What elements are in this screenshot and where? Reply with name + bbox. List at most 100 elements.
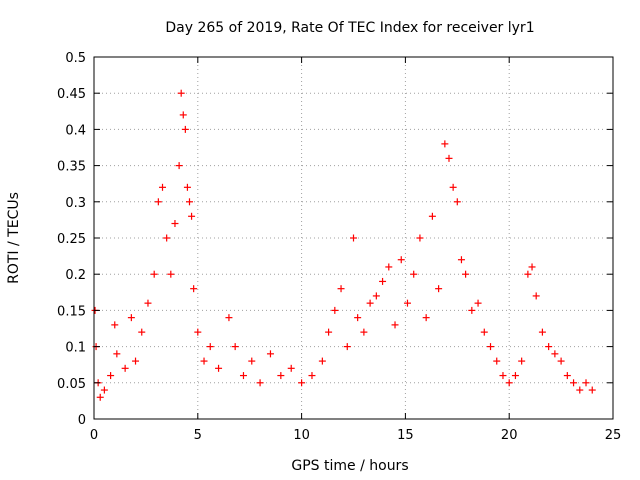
data-point (445, 154, 453, 162)
data-point (474, 299, 482, 307)
data-point (582, 379, 590, 387)
data-point (360, 328, 368, 336)
x-tick-label: 0 (90, 428, 98, 443)
data-point (171, 220, 179, 228)
data-point (121, 364, 129, 372)
data-point (435, 285, 443, 293)
data-point (397, 256, 405, 264)
data-point (100, 386, 108, 394)
data-point (570, 379, 578, 387)
data-point (318, 357, 326, 365)
y-tick-label: 0.1 (65, 341, 86, 356)
data-point (225, 314, 233, 322)
data-point (563, 372, 571, 380)
data-point (343, 343, 351, 351)
x-tick-label: 5 (194, 428, 202, 443)
data-point (177, 89, 185, 97)
data-point (551, 350, 559, 358)
y-tick-label: 0.15 (57, 304, 86, 319)
data-point (428, 212, 436, 220)
x-tick-label: 10 (293, 428, 310, 443)
data-point (422, 314, 430, 322)
data-point (410, 270, 418, 278)
data-point (181, 125, 189, 133)
data-points (91, 89, 596, 401)
data-point (385, 263, 393, 271)
x-tick-label: 20 (501, 428, 518, 443)
data-point (524, 270, 532, 278)
data-point (493, 357, 501, 365)
data-point (159, 183, 167, 191)
data-point (231, 343, 239, 351)
data-point (354, 314, 362, 322)
data-point (453, 198, 461, 206)
data-point (337, 285, 345, 293)
data-point (185, 198, 193, 206)
data-point (179, 111, 187, 119)
y-tick-label: 0.2 (65, 268, 86, 283)
data-point (441, 140, 449, 148)
data-point (277, 372, 285, 380)
data-point (545, 343, 553, 351)
data-point (154, 198, 162, 206)
data-point (111, 321, 119, 329)
data-point (325, 328, 333, 336)
data-point (499, 372, 507, 380)
data-point (239, 372, 247, 380)
y-tick-label: 0.4 (65, 123, 86, 138)
data-point (107, 372, 115, 380)
data-point (175, 162, 183, 170)
data-point (200, 357, 208, 365)
data-point (532, 292, 540, 300)
y-tick-label: 0 (78, 413, 86, 428)
data-point (206, 343, 214, 351)
data-point (457, 256, 465, 264)
data-point (113, 350, 121, 358)
data-point (480, 328, 488, 336)
data-point (256, 379, 264, 387)
y-tick-label: 0.25 (57, 232, 86, 247)
x-tick-label: 25 (605, 428, 622, 443)
data-point (215, 364, 223, 372)
data-point (372, 292, 380, 300)
data-point (266, 350, 274, 358)
data-point (416, 234, 424, 242)
axis-ticks: 0 0.05 0.1 0.15 0.2 0.25 0.3 0.35 0.4 0.45 0.5 0 5 10… (57, 51, 621, 443)
data-point (518, 357, 526, 365)
data-point (505, 379, 513, 387)
y-tick-label: 0.45 (57, 87, 86, 102)
data-point (366, 299, 374, 307)
data-point (150, 270, 158, 278)
data-point (331, 306, 339, 314)
chart-title: Day 265 of 2019, Rate Of TEC Index for r… (165, 20, 534, 36)
data-point (190, 285, 198, 293)
data-point (588, 386, 596, 394)
data-point (511, 372, 519, 380)
y-tick-label: 0.05 (57, 377, 86, 392)
y-axis-label: ROTI / TECUs (6, 192, 22, 284)
data-point (449, 183, 457, 191)
data-point (138, 328, 146, 336)
x-axis-label: GPS time / hours (291, 458, 408, 474)
data-point (188, 212, 196, 220)
y-tick-label: 0.5 (65, 51, 86, 66)
data-point (183, 183, 191, 191)
data-point (132, 357, 140, 365)
y-tick-label: 0.3 (65, 196, 86, 211)
data-point (391, 321, 399, 329)
data-point (163, 234, 171, 242)
data-point (350, 234, 357, 242)
data-point (144, 299, 152, 307)
data-point (528, 263, 536, 271)
data-point (487, 343, 495, 351)
data-point (287, 364, 295, 372)
data-point (96, 393, 104, 401)
data-point (248, 357, 256, 365)
data-point (403, 299, 411, 307)
data-point (379, 277, 387, 285)
data-point (298, 379, 306, 387)
data-point (538, 328, 546, 336)
data-point (462, 270, 470, 278)
data-point (576, 386, 584, 394)
